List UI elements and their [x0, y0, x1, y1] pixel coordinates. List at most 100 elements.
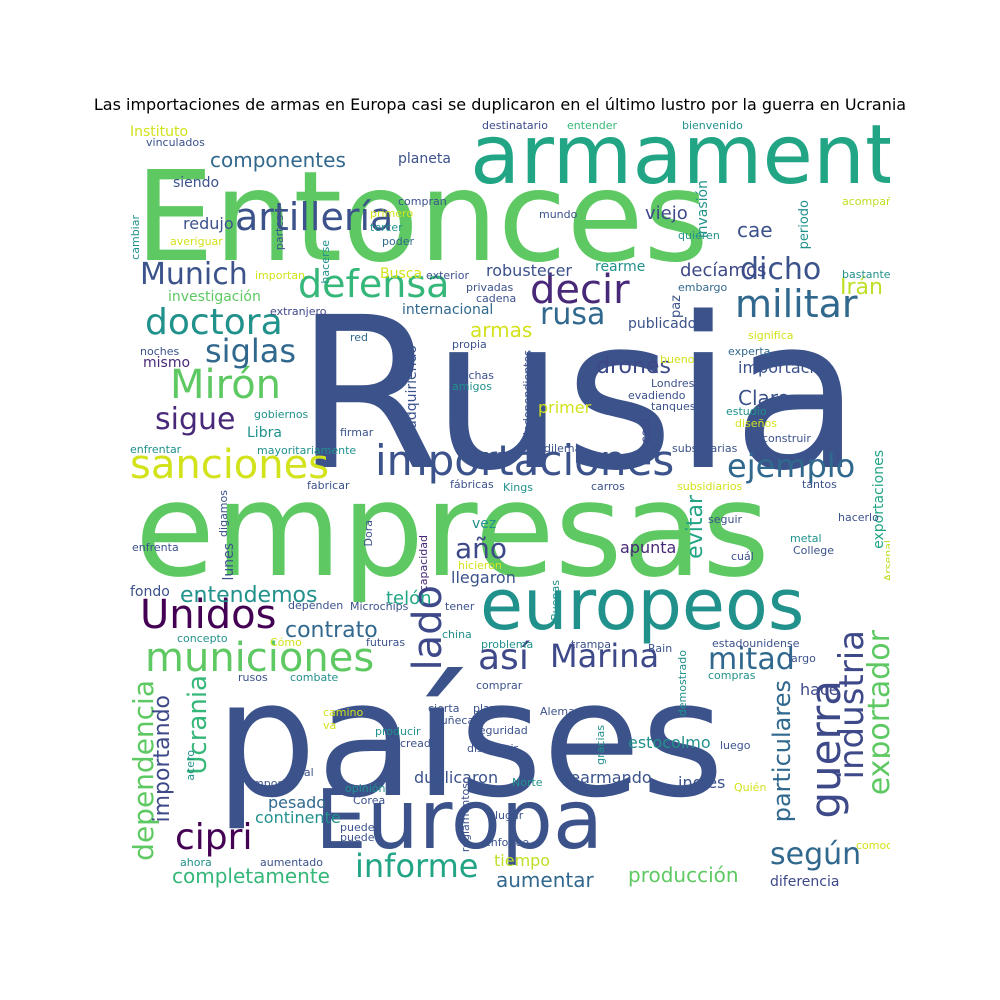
- cloud-word: china: [442, 628, 472, 641]
- cloud-word: propia: [452, 338, 487, 351]
- cloud-word: investigación: [168, 289, 261, 305]
- cloud-word: año: [455, 532, 508, 565]
- cloud-word: firmar: [340, 426, 374, 439]
- cloud-word: puede: [340, 831, 375, 844]
- cloud-word: hacerse: [319, 240, 332, 284]
- cloud-word: tantos: [802, 478, 837, 491]
- cloud-word: construir: [762, 432, 811, 445]
- cloud-word: problema: [481, 638, 534, 651]
- cloud-word: completamente: [172, 864, 330, 888]
- cloud-word: metal: [790, 532, 822, 545]
- cloud-word: llegaron: [451, 568, 516, 587]
- cloud-word: producir: [375, 725, 421, 738]
- cloud-word: exportador: [862, 630, 890, 796]
- cloud-word: diseños: [735, 417, 777, 430]
- cloud-word: Arsenal: [882, 540, 890, 582]
- cloud-word: bienvenido: [682, 120, 743, 132]
- cloud-word: destinatario: [482, 120, 548, 132]
- cloud-word: Buenas: [549, 580, 562, 621]
- cloud-word: tener: [445, 600, 475, 613]
- cloud-word: averiguar: [170, 235, 223, 248]
- cloud-word: Irán: [840, 275, 883, 300]
- cloud-word: planeta: [398, 151, 451, 167]
- cloud-word: camino: [323, 706, 364, 719]
- cloud-word: hace: [800, 680, 839, 699]
- cloud-word: demostrado: [676, 650, 689, 717]
- cloud-word: sanciones: [130, 442, 330, 488]
- cloud-word: evadiendo: [628, 389, 686, 402]
- cloud-word: final: [290, 766, 314, 779]
- cloud-word: duplicaron: [414, 768, 499, 787]
- cloud-word: primero: [370, 207, 414, 220]
- cloud-word: defensa: [298, 262, 450, 306]
- cloud-word: independientes: [521, 350, 534, 436]
- cloud-word: artillería: [235, 195, 394, 239]
- cloud-word: compran: [398, 195, 447, 208]
- cloud-word: fabricar: [307, 479, 350, 492]
- cloud-word: enfrentar: [130, 443, 182, 456]
- cloud-word: continente: [255, 808, 341, 827]
- cloud-word: casi: [639, 418, 654, 444]
- cloud-word: opinión: [345, 782, 386, 795]
- cloud-word: significa: [748, 329, 794, 342]
- cloud-word: Entonces: [135, 145, 709, 290]
- cloud-word: comoo: [856, 839, 890, 852]
- cloud-word: informe: [355, 847, 479, 885]
- cloud-word: doctora: [145, 302, 283, 343]
- cloud-word: tercer: [370, 221, 403, 234]
- cloud-word: rusos: [238, 671, 268, 684]
- cloud-word: vinculados: [146, 136, 205, 149]
- cloud-word: Muchas: [452, 369, 494, 382]
- cloud-word: producción: [628, 863, 739, 887]
- cloud-word: Munich: [140, 257, 248, 292]
- cloud-word: redujo: [183, 214, 234, 233]
- cloud-word: experta: [728, 345, 771, 358]
- cloud-word: va: [323, 719, 337, 732]
- cloud-word: trampa: [571, 638, 612, 651]
- cloud-word: Marina: [550, 637, 660, 675]
- cloud-word: dilema: [544, 442, 582, 455]
- cloud-word: hicieron: [458, 559, 502, 572]
- cloud-word: cambiar: [130, 215, 142, 260]
- cloud-word: disminuir: [467, 742, 519, 755]
- cloud-word: estadounidense: [712, 637, 800, 650]
- cloud-word: países: [215, 646, 725, 833]
- cloud-word: acero: [184, 750, 197, 781]
- cloud-word: importando: [150, 695, 175, 823]
- cloud-word: contrato: [285, 618, 378, 643]
- cloud-word: College: [793, 544, 835, 557]
- cloud-word: municiones: [145, 635, 375, 681]
- cloud-word: poder: [382, 235, 414, 248]
- cloud-word: dicho: [740, 252, 822, 287]
- cloud-word: Cómo: [270, 636, 302, 649]
- cloud-word: bastante: [842, 268, 890, 281]
- cloud-word: noches: [140, 345, 180, 358]
- cloud-word: muñeca: [430, 714, 475, 727]
- cloud-word: Claro: [738, 386, 790, 410]
- cloud-word: Unidos: [140, 592, 277, 638]
- cloud-word: estudio: [726, 405, 767, 418]
- cloud-word: seguridad: [473, 724, 528, 737]
- cloud-word: red: [350, 331, 369, 344]
- cloud-word: apunta: [620, 538, 677, 557]
- cloud-word: importan: [255, 269, 306, 282]
- cloud-word: empresas: [135, 454, 770, 606]
- cloud-word: europeos: [480, 564, 805, 646]
- cloud-word: internacional: [402, 302, 494, 318]
- cloud-word: diferencia: [770, 874, 840, 890]
- cloud-word: mitad: [708, 642, 795, 677]
- cloud-word: evitar: [683, 495, 708, 559]
- cloud-word: siendo: [173, 175, 220, 191]
- cloud-word: gracias: [594, 725, 607, 765]
- cloud-word: luego: [720, 739, 751, 752]
- cloud-word: plazo: [473, 702, 503, 715]
- cloud-word: importaciones: [375, 436, 675, 485]
- cloud-word: enfoque: [484, 836, 530, 849]
- cloud-word: robustecer: [486, 261, 572, 280]
- cloud-word: subsidiarias: [672, 442, 738, 455]
- cloud-word: inglés: [678, 773, 726, 792]
- cloud-word: decíamos: [680, 260, 767, 281]
- cloud-word: Europa: [315, 773, 604, 868]
- cloud-word: mismo: [143, 355, 191, 371]
- cloud-word: componentes: [210, 148, 346, 172]
